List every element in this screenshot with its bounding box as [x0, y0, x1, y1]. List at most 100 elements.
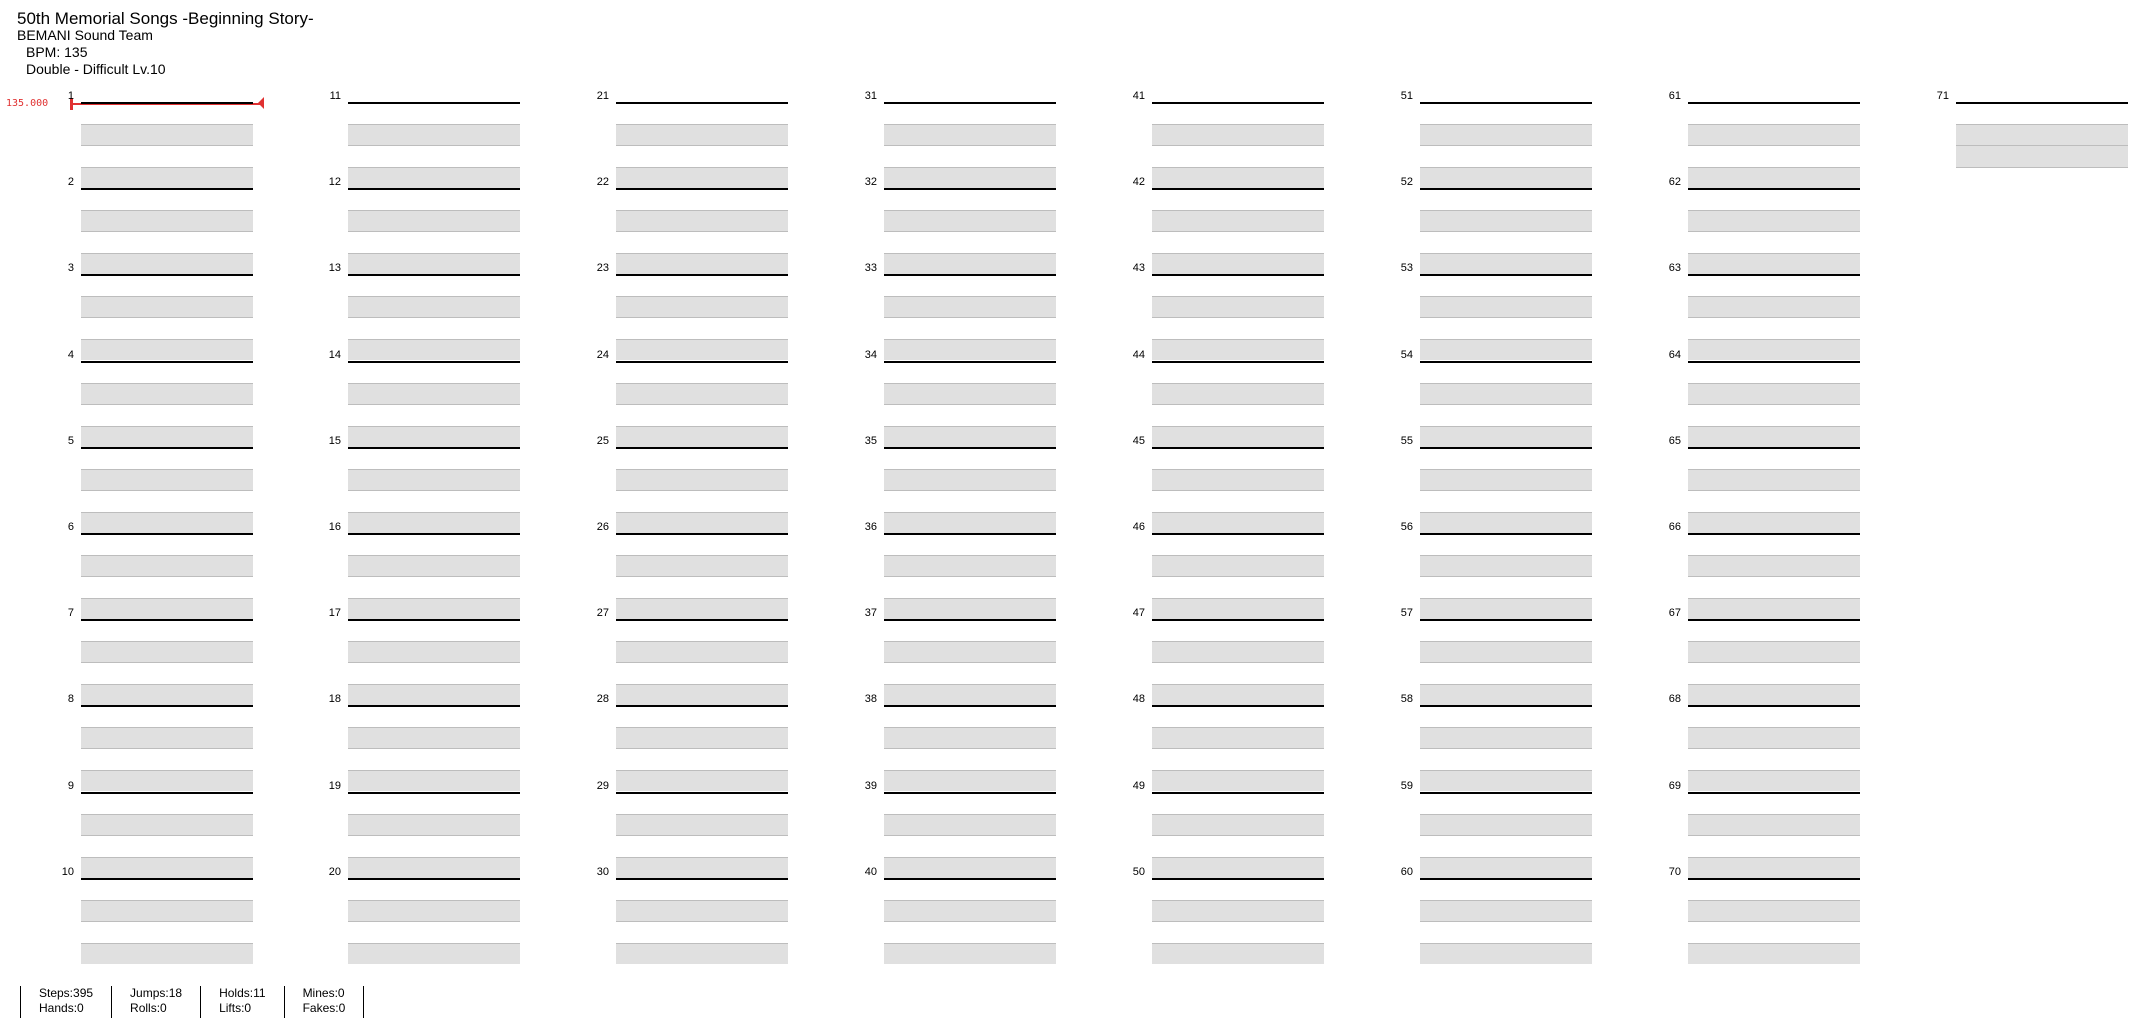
lane-band	[1152, 167, 1324, 188]
beat-line	[81, 857, 253, 858]
lane-band	[616, 124, 788, 145]
measure: 55	[1401, 435, 1592, 534]
measure-line	[1688, 361, 1860, 363]
beat-line	[348, 404, 520, 405]
lane-band	[1688, 253, 1860, 274]
beat-line	[884, 662, 1056, 663]
measure-number: 31	[864, 90, 877, 102]
measure-number: 58	[1400, 693, 1413, 705]
beat-line	[616, 921, 788, 922]
measure-lanes	[1152, 361, 1324, 448]
lane-band	[348, 383, 520, 404]
beat-line	[884, 857, 1056, 858]
beat-line	[884, 383, 1056, 384]
lane-band	[1688, 426, 1860, 447]
beat-line	[1152, 748, 1324, 749]
measure: 31	[865, 90, 1056, 189]
measure-lanes	[348, 274, 520, 361]
beat-line	[1688, 857, 1860, 858]
beat-line	[884, 641, 1056, 642]
measure: 11	[330, 90, 520, 189]
beat-line	[1152, 383, 1324, 384]
measure: 56	[1401, 521, 1592, 620]
measure-lanes	[81, 878, 253, 965]
lane-band	[348, 857, 520, 878]
beat-line	[348, 555, 520, 556]
beat-line	[616, 167, 788, 168]
lane-band	[1688, 167, 1860, 188]
measure-line	[1688, 102, 1860, 104]
measure-line	[348, 619, 520, 621]
lane-band	[1152, 210, 1324, 231]
beat-line	[81, 167, 253, 168]
beat-line	[884, 339, 1056, 340]
lane-band	[884, 727, 1056, 748]
lane-band	[1420, 124, 1592, 145]
beat-line	[348, 145, 520, 146]
measure: 23	[597, 262, 788, 361]
measure-number: 61	[1668, 90, 1681, 102]
measure-lanes	[884, 619, 1056, 706]
beat-line	[616, 469, 788, 470]
beat-line	[81, 490, 253, 491]
measure-number: 12	[328, 176, 341, 188]
beat-line	[1688, 167, 1860, 168]
measure-lanes	[1688, 361, 1860, 448]
lane-band	[884, 124, 1056, 145]
beat-line	[81, 748, 253, 749]
lane-band	[81, 641, 253, 662]
measure-line	[1688, 533, 1860, 535]
lane-band	[1420, 641, 1592, 662]
beat-line	[616, 231, 788, 232]
song-title: 50th Memorial Songs -Beginning Story-	[17, 9, 314, 28]
measure-lanes	[81, 361, 253, 448]
beat-line	[1152, 900, 1324, 901]
beat-line	[1688, 684, 1860, 685]
beat-line	[1688, 469, 1860, 470]
measure-line	[81, 705, 253, 707]
lane-band	[1152, 727, 1324, 748]
measure-lanes	[348, 878, 520, 965]
lane-band	[81, 900, 253, 921]
measure-number: 23	[596, 262, 609, 274]
beat-line	[616, 404, 788, 405]
measure: 14	[329, 349, 520, 448]
beat-line	[1688, 317, 1860, 318]
beat-line	[616, 426, 788, 427]
lane-band	[616, 469, 788, 490]
measure-number: 66	[1668, 521, 1681, 533]
measure-lanes	[348, 188, 520, 275]
measure-line	[884, 533, 1056, 535]
lane-band	[884, 210, 1056, 231]
beat-line	[1688, 748, 1860, 749]
beat-line	[1152, 555, 1324, 556]
beat-line	[81, 317, 253, 318]
beat-line	[884, 296, 1056, 297]
measure-line	[348, 102, 520, 104]
lane-band	[81, 814, 253, 835]
measure: 69	[1669, 780, 1860, 879]
lane-band	[81, 684, 253, 705]
beat-line	[1420, 748, 1592, 749]
lane-band	[884, 167, 1056, 188]
lane-band	[1688, 469, 1860, 490]
measure-lanes	[616, 447, 788, 534]
measure: 67	[1669, 607, 1860, 706]
lane-band	[884, 684, 1056, 705]
measure-lanes	[1688, 792, 1860, 879]
measure-lanes	[1688, 619, 1860, 706]
beat-line	[1152, 253, 1324, 254]
measure: 30	[597, 866, 788, 965]
measure-line	[884, 619, 1056, 621]
bpm-marker-start	[70, 98, 73, 110]
beat-line	[1420, 943, 1592, 944]
measure-number: 47	[1132, 607, 1145, 619]
lane-band	[1688, 727, 1860, 748]
artist-name: BEMANI Sound Team	[17, 27, 153, 43]
measure: 26	[597, 521, 788, 620]
beat-line	[1688, 576, 1860, 577]
beat-line	[616, 253, 788, 254]
beat-line	[616, 145, 788, 146]
lane-band	[1956, 145, 2128, 167]
beat-line	[1688, 641, 1860, 642]
